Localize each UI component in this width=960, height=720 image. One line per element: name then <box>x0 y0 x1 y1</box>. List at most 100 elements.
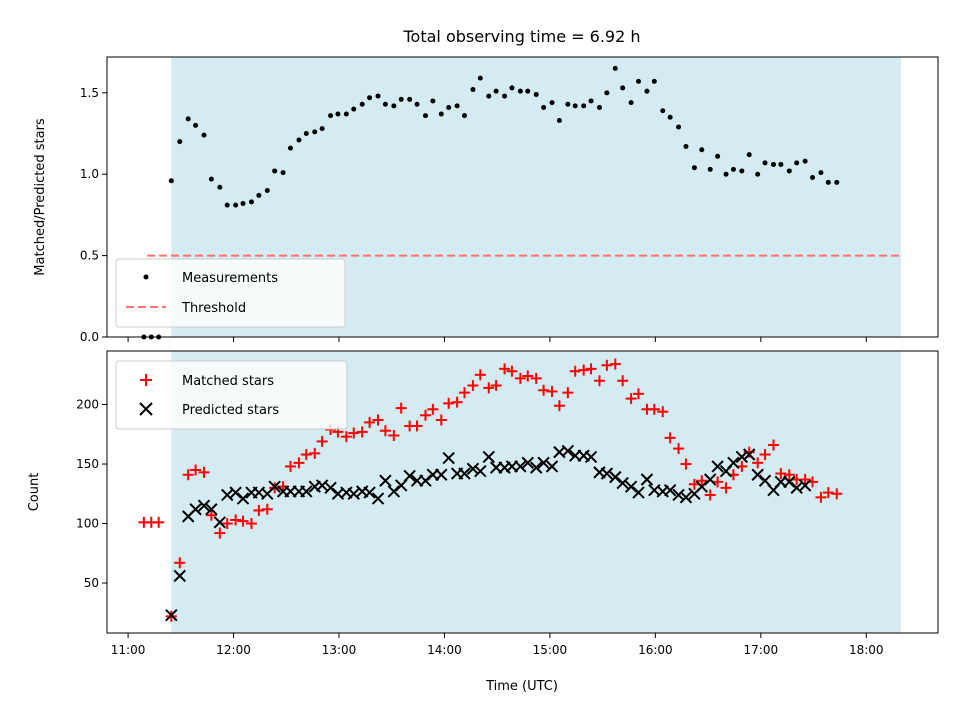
measurement-point <box>224 202 230 208</box>
predicted-star-point <box>679 491 693 504</box>
measurement-point <box>660 108 666 114</box>
matched-star-point <box>237 515 249 527</box>
matched-star-point <box>664 432 676 444</box>
measurement-point <box>303 131 309 137</box>
matched-star-point <box>284 460 296 472</box>
measurement-point <box>620 85 626 91</box>
panel-ratio-y-ticks: 0.0 0.5 1.0 1.5 <box>80 86 107 344</box>
panel-count-frame <box>106 350 939 634</box>
matched-star-point <box>767 439 779 451</box>
matched-star-point <box>648 403 660 415</box>
predicted-star-point <box>435 468 448 481</box>
measurement-point <box>755 171 761 177</box>
matched-star-point <box>538 384 550 396</box>
measurement-point <box>667 114 673 120</box>
measurement-point <box>730 166 736 172</box>
matched-star-point <box>214 527 226 539</box>
predicted-star-point <box>783 475 796 489</box>
matched-star-point <box>309 447 321 459</box>
measurement-point <box>810 174 816 180</box>
measurement-point <box>699 147 705 153</box>
measurement-point <box>691 165 697 171</box>
predicted-star-point <box>743 448 756 461</box>
predicted-star-point <box>189 503 202 516</box>
measurement-point <box>177 139 183 145</box>
y-tick-label: 1.5 <box>80 86 99 100</box>
matched-star-point <box>490 380 502 392</box>
matched-star-point <box>427 403 439 415</box>
measurement-point <box>351 106 357 112</box>
matched-star-point <box>340 431 352 443</box>
matched-star-point <box>379 425 391 437</box>
predicted-star-point <box>632 486 645 499</box>
predicted-star-point <box>704 473 717 486</box>
legend-ratio-box <box>115 258 346 328</box>
measurement-point <box>707 166 713 172</box>
predicted-star-point <box>624 480 638 493</box>
predicted-star-point <box>663 484 677 497</box>
predicted-star-point <box>514 460 527 473</box>
measurement-point <box>533 91 539 97</box>
predicted-star-point <box>165 608 178 622</box>
matched-star-point <box>783 469 795 481</box>
matched-star-point <box>372 414 384 426</box>
measurement-point <box>193 122 199 128</box>
measurement-point <box>296 137 302 143</box>
measurement-point <box>375 93 381 99</box>
matched-star-point <box>696 475 708 487</box>
predicted-star-point <box>300 485 313 498</box>
matched-star-point <box>435 414 447 426</box>
matched-star-point <box>569 365 581 377</box>
matched-stars-series <box>138 358 843 622</box>
legend-threshold-label: Threshold <box>181 301 246 316</box>
matched-star-point <box>822 487 834 499</box>
measurement-point <box>398 96 404 102</box>
panel-ratio: 0.0 0.5 1.0 1.5 Matched/Predicted stars Mea… <box>33 56 939 344</box>
x-tick-label: 12:00 <box>216 643 251 657</box>
matched-star-point <box>443 397 455 409</box>
measurement-point <box>651 78 657 84</box>
matched-star-point <box>174 557 186 569</box>
measurement-point <box>233 202 239 208</box>
measurement-point <box>541 104 547 110</box>
panel-ratio-x-ticks <box>127 337 867 342</box>
predicted-star-point <box>205 503 218 516</box>
measurement-point <box>676 124 682 130</box>
predicted-star-point <box>371 492 385 505</box>
predicted-star-point <box>229 486 242 499</box>
panel-ratio-frame <box>106 56 939 338</box>
measurement-point <box>470 87 476 93</box>
matched-star-point <box>775 468 787 480</box>
matched-star-point <box>499 363 511 375</box>
measurement-point <box>746 152 752 158</box>
measurement-point <box>644 88 650 94</box>
panel-count-y-ticks: 50 100 150 200 <box>76 398 107 590</box>
measurement-point <box>422 113 428 119</box>
predicted-star-point <box>442 451 455 465</box>
measurement-point <box>430 98 436 104</box>
matched-star-point <box>562 387 574 399</box>
measurement-point <box>201 132 207 138</box>
measurement-point <box>407 96 413 102</box>
measurement-point <box>343 111 349 117</box>
matched-star-point <box>198 466 210 478</box>
matched-star-point <box>530 372 542 384</box>
measurement-point <box>208 176 214 182</box>
predicted-star-point <box>197 499 211 512</box>
x-axis-label: Time (UTC) <box>485 679 558 694</box>
predicted-star-point <box>751 468 764 481</box>
x-tick-label: 18:00 <box>849 643 884 657</box>
measurement-point <box>588 98 594 104</box>
measurement-point <box>683 144 689 150</box>
legend-measurements-label: Measurements <box>182 271 278 286</box>
predicted-star-point <box>545 460 559 473</box>
y-tick-label: 0.0 <box>80 330 99 344</box>
matched-star-point <box>601 359 613 371</box>
measurement-point <box>312 129 318 135</box>
matched-star-point <box>356 426 368 438</box>
predicted-star-point <box>521 456 534 470</box>
measurement-point <box>770 161 776 167</box>
predicted-star-point <box>640 473 654 486</box>
matched-star-point <box>506 365 518 377</box>
predicted-star-point <box>798 479 812 492</box>
